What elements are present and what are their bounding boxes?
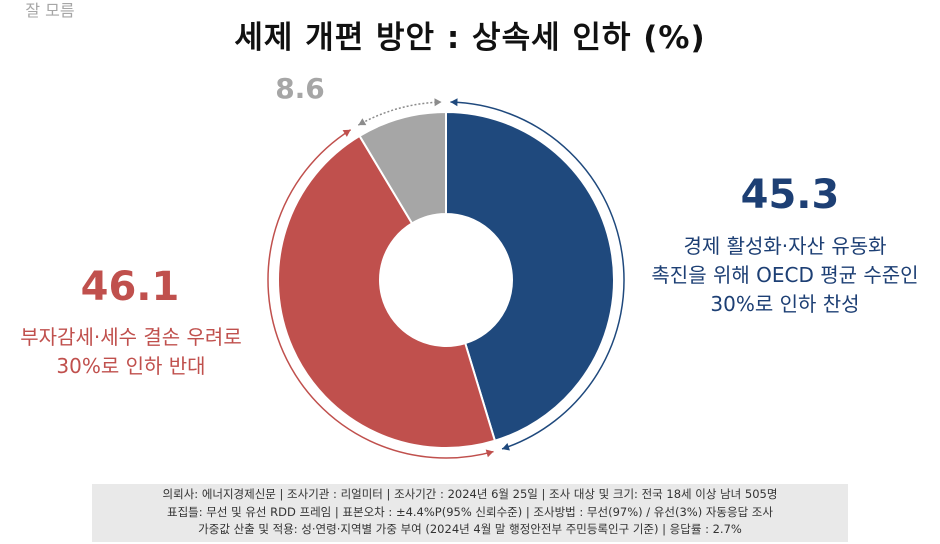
bracket-arrowhead-support [502,442,510,451]
value-label-unknown: 8.6 [275,72,325,105]
bracket-arrowhead-support [450,98,458,107]
bracket-arrowhead-oppose [342,129,351,137]
survey-info-box: 의뢰사: 에너지경제신문 | 조사기관 : 리얼미터 | 조사기간 : 2024… [92,484,848,542]
slice-oppose [277,134,497,449]
desc-oppose: 부자감세·세수 결손 우려로 30%로 인하 반대 [0,323,262,381]
value-label-support: 45.3 [740,172,840,218]
slice-support [445,110,615,442]
survey-info-line: 표집틀: 무선 및 유선 RDD 프레임 | 표본오차 : ±4.4%P(95%… [167,504,773,519]
chart-title: 세제 개편 방안 : 상속세 인하 (%) [234,20,706,56]
desc-oppose-line: 부자감세·세수 결손 우려로 [20,325,242,349]
desc-support-line: 경제 활성화·자산 유동화 [683,234,887,258]
bracket-arc-support [450,101,625,450]
desc-support: 경제 활성화·자산 유동화 촉진을 위해 OECD 평균 수준인 30%로 인하… [620,232,940,319]
bracket-arrowhead-unknown [358,118,367,126]
survey-info-line: 의뢰사: 에너지경제신문 | 조사기관 : 리얼미터 | 조사기간 : 2024… [162,487,778,501]
bracket-arc-oppose [267,129,494,459]
desc-support-line: 촉진을 위해 OECD 평균 수준인 [651,263,919,287]
slice-unknown [358,110,447,225]
desc-support-line: 30%로 인하 찬성 [710,292,860,316]
survey-info-line: 가중값 산출 및 적용: 성·연령·지역별 가중 부여 (2024년 4월 말 … [198,522,742,536]
desc-oppose-line: 30%로 인하 반대 [56,354,206,378]
bracket-arrowhead-oppose [485,449,494,458]
bracket-arrowhead-unknown [434,98,442,107]
desc-unknown: 잘 모름 [25,1,75,20]
value-label-oppose: 46.1 [80,264,180,310]
